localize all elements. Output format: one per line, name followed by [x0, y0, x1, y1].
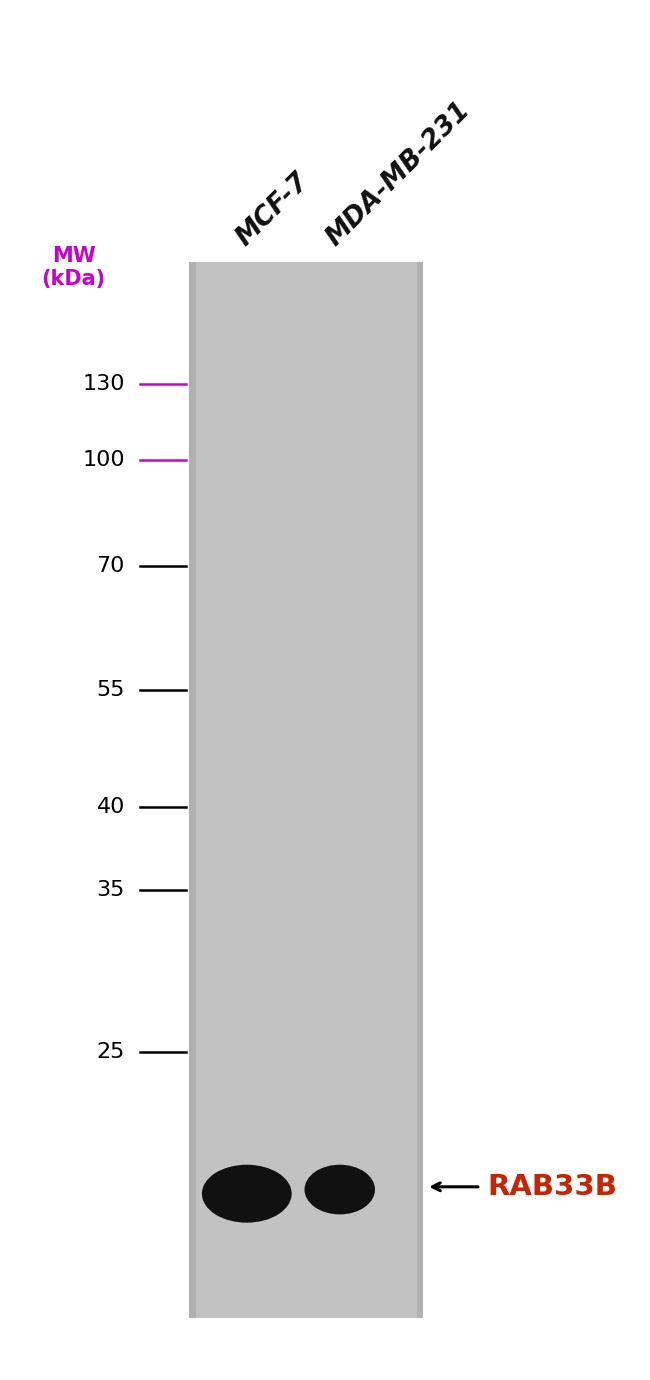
Text: 100: 100: [83, 450, 125, 469]
Bar: [189, 262, 423, 1318]
Text: 40: 40: [97, 798, 125, 817]
Bar: [417, 262, 423, 1318]
Ellipse shape: [202, 1165, 292, 1223]
Text: 70: 70: [97, 556, 125, 575]
Text: MDA-MB-231: MDA-MB-231: [321, 97, 476, 251]
Text: MCF-7: MCF-7: [231, 168, 315, 251]
Text: RAB33B: RAB33B: [488, 1173, 617, 1201]
Text: 130: 130: [83, 374, 125, 393]
Text: 55: 55: [96, 680, 125, 700]
Text: 35: 35: [97, 880, 125, 900]
Text: MW
(kDa): MW (kDa): [42, 246, 106, 288]
Bar: [189, 262, 196, 1318]
Ellipse shape: [304, 1165, 375, 1214]
Text: 25: 25: [97, 1042, 125, 1061]
